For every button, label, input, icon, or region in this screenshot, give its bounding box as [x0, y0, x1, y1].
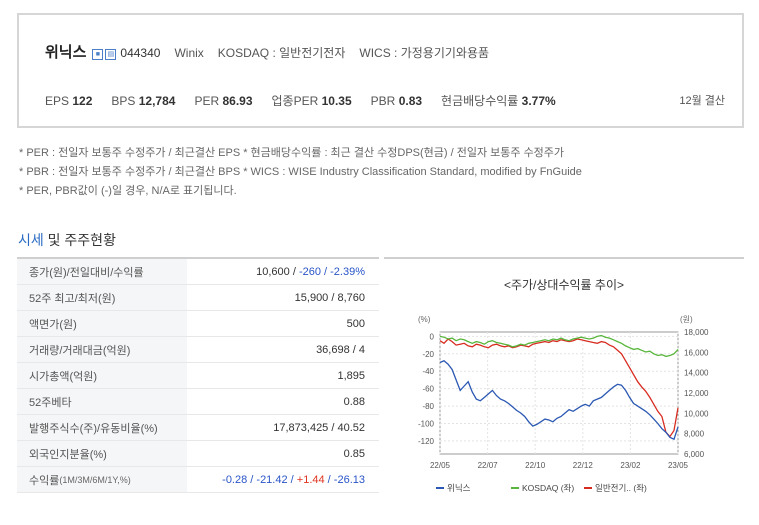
metric-industry-per: 업종PER 10.35 — [271, 94, 352, 108]
metric-pbr: PBR 0.83 — [370, 94, 423, 108]
row-value: 0.85 — [343, 447, 365, 460]
table-row: 52주 최고/최저(원) 15,900 / 8,760 — [17, 285, 379, 311]
table-row: 발행주식수(주)/유동비율(%) 17,873,425 / 40.52 — [17, 415, 379, 441]
wics-sector: WICS : 가정용기기와용품 — [359, 46, 490, 60]
section-title-rest: 및 주주현황 — [43, 232, 116, 248]
metrics-row: EPS 122 BPS 12,784 PER 86.93 업종PER 10.35… — [45, 92, 725, 109]
row-label: 수익률 (1M/3M/6M/1Y,%) — [17, 467, 187, 492]
left-tick-label: -120 — [418, 437, 435, 446]
table-row: 거래량/거래대금(억원) 36,698 / 4 — [17, 337, 379, 363]
left-tick-label: -20 — [422, 350, 434, 359]
left-tick-label: 0 — [430, 332, 435, 341]
row-value: 10,600 / -260 / -2.39% — [256, 265, 365, 278]
row-value: 15,900 / 8,760 — [294, 291, 365, 304]
right-tick-label: 16,000 — [684, 348, 709, 357]
row-label: 발행주식수(주)/유동비율(%) — [17, 415, 187, 440]
metric-dividend-yield: 현금배당수익률 3.77% — [441, 94, 556, 108]
right-tick-label: 12,000 — [684, 389, 709, 398]
company-summary-box: 위닉스 ■ ▤ 044340 Winix KOSDAQ : 일반전기전자 WIC… — [17, 13, 744, 128]
company-name: 위닉스 — [45, 44, 87, 61]
right-axis-unit: (원) — [680, 315, 693, 324]
table-row-returns: 수익률 (1M/3M/6M/1Y,%) -0.28 / -21.42 / +1.4… — [17, 467, 379, 493]
quote-table: 종가(원)/전일대비/수익률 10,600 / -260 / -2.39% 52… — [17, 257, 379, 493]
row-label: 거래량/거래대금(억원) — [17, 337, 187, 362]
row-value: 17,873,425 / 40.52 — [273, 421, 365, 434]
legend-entry: KOSDAQ (좌) — [522, 483, 574, 493]
footnotes: * PER : 전일자 보통주 수정주가 / 최근결산 EPS * 현금배당수익… — [19, 144, 582, 201]
right-tick-label: 8,000 — [684, 430, 705, 439]
series-line-일반전기.. (좌) — [439, 338, 679, 438]
price-chart-panel: <주가/상대수익률 추이> 0 -20 -40 -60 -80 -100 -120 18,00… — [384, 257, 744, 525]
company-info-icon[interactable]: ■ — [92, 49, 104, 60]
legend-entry: 일반전기.. (좌) — [595, 483, 647, 493]
english-name: Winix — [174, 46, 204, 60]
x-tick-label: 22/10 — [525, 461, 546, 470]
x-tick-label: 22/05 — [430, 461, 451, 470]
row-value: 500 — [346, 317, 365, 330]
returns-values: -0.28 / -21.42 / +1.44 / -26.13 — [222, 473, 365, 486]
left-tick-label: -40 — [422, 367, 434, 376]
right-tick-label: 18,000 — [684, 328, 709, 337]
row-label: 액면가(원) — [17, 311, 187, 336]
row-value: 36,698 / 4 — [316, 343, 365, 356]
right-tick-label: 14,000 — [684, 369, 709, 378]
x-tick-label: 22/12 — [573, 461, 594, 470]
row-value: 0.88 — [343, 395, 365, 408]
row-label: 52주 최고/최저(원) — [17, 285, 187, 310]
stock-code: 044340 — [120, 46, 161, 60]
fiscal-settlement: 12월 결산 — [679, 95, 725, 107]
metric-bps: BPS 12,784 — [111, 94, 176, 108]
right-tick-label: 10,000 — [684, 409, 709, 418]
table-row: 종가(원)/전일대비/수익률 10,600 / -260 / -2.39% — [17, 259, 379, 285]
table-row: 액면가(원) 500 — [17, 311, 379, 337]
footnote-line: * PER : 전일자 보통주 수정주가 / 최근결산 EPS * 현금배당수익… — [19, 147, 565, 159]
metric-per: PER 86.93 — [194, 94, 253, 108]
table-row: 시가총액(억원) 1,895 — [17, 363, 379, 389]
company-title-row: 위닉스 ■ ▤ 044340 Winix KOSDAQ : 일반전기전자 WIC… — [45, 41, 503, 62]
series-line-위닉스 — [439, 360, 679, 441]
row-label: 시가총액(억원) — [17, 363, 187, 388]
table-row: 외국인지분율(%) 0.85 — [17, 441, 379, 467]
row-label: 52주베타 — [17, 389, 187, 414]
x-tick-label: 23/05 — [668, 461, 689, 470]
company-report-icon[interactable]: ▤ — [105, 49, 117, 60]
x-tick-label: 22/07 — [478, 461, 499, 470]
footnote-line: * PBR : 전일자 보통주 수정주가 / 최근결산 BPS * WICS :… — [19, 166, 582, 178]
chart-title: <주가/상대수익률 추이> — [503, 278, 625, 292]
row-label: 종가(원)/전일대비/수익률 — [17, 259, 187, 284]
row-value: 1,895 — [337, 369, 365, 382]
section-title-accent: 시세 — [18, 232, 44, 248]
x-tick-label: 23/02 — [620, 461, 641, 470]
left-tick-label: -100 — [418, 420, 435, 429]
footnote-line: * PER, PBR값이 (-)일 경우, N/A로 표기됩니다. — [19, 185, 237, 197]
table-row: 52주베타 0.88 — [17, 389, 379, 415]
left-axis-unit: (%) — [418, 315, 431, 324]
right-tick-label: 6,000 — [684, 450, 705, 459]
section-title: 시세 및 주주현황 — [18, 230, 116, 250]
left-tick-label: -60 — [422, 385, 434, 394]
market-sector: KOSDAQ : 일반전기전자 — [217, 46, 346, 60]
legend-entry: 위닉스 — [447, 483, 471, 493]
left-tick-label: -80 — [422, 402, 434, 411]
metric-eps: EPS 122 — [45, 94, 93, 108]
series-line-KOSDAQ (좌) — [439, 334, 679, 358]
row-label: 외국인지분율(%) — [17, 441, 187, 466]
price-chart: 0 -20 -40 -60 -80 -100 -120 18,000 16,000 14,000 1… — [418, 315, 709, 493]
